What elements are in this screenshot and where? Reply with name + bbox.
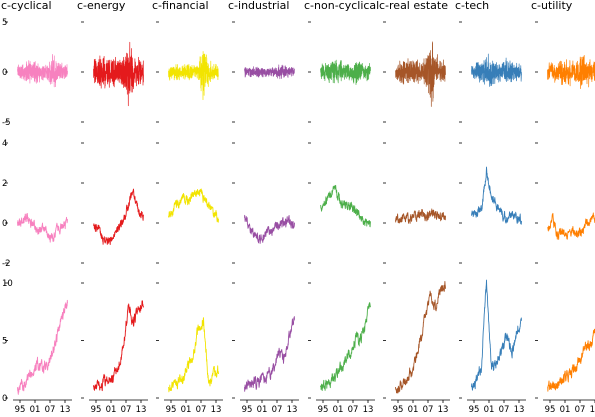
x-tick-label-0-2: 07 [45, 405, 56, 415]
series-line-0-7 [547, 55, 595, 89]
series-line-1-0 [17, 212, 68, 243]
series-line-1-1 [93, 188, 144, 246]
column-title-1: c-energy [77, 0, 126, 12]
y-tick-label-1-1: 2 [2, 179, 7, 189]
x-tick-label-2-2: 07 [196, 405, 207, 415]
series-line-0-5 [395, 41, 446, 107]
x-tick-label-0-1: 01 [30, 405, 41, 415]
x-tick-label-1-3: 13 [136, 405, 147, 415]
y-tick-label-2-2: 0 [2, 394, 7, 404]
series-line-2-0 [17, 299, 68, 395]
series-line-0-0 [17, 53, 68, 88]
x-tick-label-7-3: 13 [590, 405, 595, 415]
series-line-2-1 [93, 300, 144, 392]
x-tick-label-2-1: 01 [181, 405, 192, 415]
y-tick-label-0-1: 0 [2, 68, 7, 78]
x-tick-label-7-0: 95 [545, 405, 556, 415]
x-tick-label-1-1: 01 [106, 405, 117, 415]
x-tick-label-4-2: 07 [348, 405, 359, 415]
series-line-1-3 [244, 214, 295, 244]
x-tick-label-4-3: 13 [363, 405, 374, 415]
column-title-7: c-utility [531, 0, 573, 12]
x-tick-label-0-3: 13 [60, 405, 71, 415]
x-tick-label-3-3: 13 [287, 405, 298, 415]
column-title-3: c-industrial [228, 0, 289, 12]
x-tick-label-7-2: 07 [575, 405, 586, 415]
column-title-5: c-real estate [379, 0, 448, 12]
series-line-2-3 [244, 316, 295, 392]
x-tick-label-3-2: 07 [272, 405, 283, 415]
series-line-1-2 [168, 188, 219, 223]
series-line-0-3 [244, 64, 295, 80]
series-line-2-5 [395, 281, 446, 394]
x-tick-label-7-1: 01 [560, 405, 571, 415]
x-tick-label-5-3: 13 [438, 405, 449, 415]
x-tick-label-3-1: 01 [257, 405, 268, 415]
x-tick-label-6-0: 95 [469, 405, 480, 415]
x-tick-label-1-2: 07 [121, 405, 132, 415]
series-line-0-2 [168, 51, 219, 101]
x-tick-label-2-3: 13 [211, 405, 222, 415]
y-tick-label-1-3: -2 [2, 259, 10, 269]
series-line-1-5 [395, 208, 446, 224]
y-tick-label-0-0: 5 [2, 18, 7, 28]
series-line-1-4 [320, 184, 371, 228]
y-tick-label-1-0: 4 [2, 139, 7, 149]
column-title-0: c-cyclical [1, 0, 52, 12]
x-tick-label-5-1: 01 [408, 405, 419, 415]
y-tick-label-2-0: 10 [2, 279, 13, 289]
y-tick-label-1-2: 0 [2, 219, 7, 229]
series-line-0-1 [93, 41, 144, 107]
series-line-0-6 [471, 53, 522, 87]
x-tick-label-2-0: 95 [166, 405, 177, 415]
y-tick-label-2-1: 5 [2, 337, 7, 347]
y-tick-label-0-2: -5 [2, 118, 10, 128]
column-title-6: c-tech [455, 0, 489, 12]
series-line-0-4 [320, 59, 371, 85]
x-tick-label-0-0: 95 [15, 405, 26, 415]
series-line-2-7 [547, 328, 595, 392]
column-title-4: c-non-cyclical [304, 0, 379, 12]
x-tick-label-4-0: 95 [318, 405, 329, 415]
x-tick-label-5-0: 95 [393, 405, 404, 415]
x-tick-label-6-1: 01 [484, 405, 495, 415]
series-line-1-6 [471, 166, 522, 225]
column-title-2: c-financial [152, 0, 209, 12]
x-tick-label-3-0: 95 [242, 405, 253, 415]
x-tick-label-1-0: 95 [91, 405, 102, 415]
series-line-2-6 [471, 279, 522, 391]
x-tick-label-6-3: 13 [514, 405, 525, 415]
x-tick-label-5-2: 07 [423, 405, 434, 415]
series-line-2-4 [320, 302, 371, 392]
x-tick-label-4-1: 01 [333, 405, 344, 415]
series-line-2-2 [168, 317, 219, 393]
series-line-1-7 [547, 212, 595, 240]
x-tick-label-6-2: 07 [499, 405, 510, 415]
